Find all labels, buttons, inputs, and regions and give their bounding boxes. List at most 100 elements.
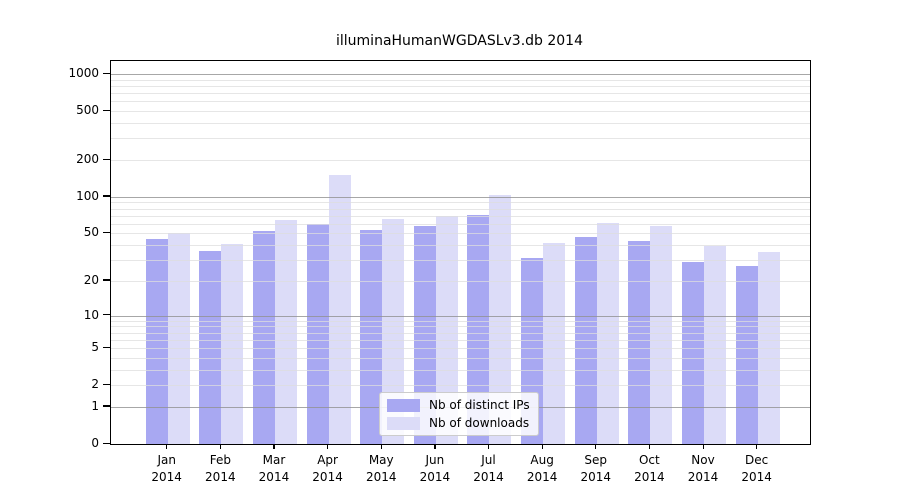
legend-item-distinct-ips: Nb of distinct IPs xyxy=(387,398,530,412)
y-tick-mark xyxy=(103,279,110,281)
bar-nov-distinct-ips xyxy=(682,261,704,444)
y-tick-mark xyxy=(103,405,110,407)
y-tick-mark xyxy=(103,109,110,111)
x-tick-mark xyxy=(327,444,329,449)
bar-jul-downloads xyxy=(489,195,512,444)
x-tick-mark xyxy=(595,444,597,449)
y-tick-mark xyxy=(103,72,110,74)
x-tick-mark xyxy=(273,444,275,449)
bar-feb-downloads xyxy=(221,243,244,444)
y-tick-mark xyxy=(103,346,110,348)
y-tick-label: 5 xyxy=(91,340,99,355)
bar-aug-downloads xyxy=(543,242,566,444)
y-tick-label: 200 xyxy=(76,152,99,167)
minor-gridline xyxy=(111,348,810,350)
bar-jan-distinct-ips xyxy=(145,238,168,444)
x-tick-mark xyxy=(434,444,436,449)
bar-apr-distinct-ips xyxy=(306,223,329,444)
major-gridline xyxy=(111,315,810,317)
minor-gridline xyxy=(111,260,810,262)
x-tick-label-mar: Mar 2014 xyxy=(258,453,290,484)
minor-gridline xyxy=(111,202,810,204)
minor-gridline xyxy=(111,385,810,387)
y-tick-mark xyxy=(103,231,110,234)
bar-jun-distinct-ips xyxy=(413,225,436,444)
minor-gridline xyxy=(111,215,810,217)
x-tick-mark xyxy=(702,444,704,449)
minor-gridline xyxy=(111,369,810,371)
minor-gridline xyxy=(111,85,810,87)
bar-dec-downloads xyxy=(757,252,780,444)
y-tick-label: 50 xyxy=(83,225,99,240)
x-tick-mark xyxy=(541,444,543,449)
x-tick-label-aug: Aug 2014 xyxy=(526,453,558,484)
x-tick-mark xyxy=(487,444,490,449)
downloads-swatch xyxy=(387,416,420,430)
bar-mar-distinct-ips xyxy=(252,231,275,444)
minor-gridline xyxy=(111,233,810,235)
x-tick-mark xyxy=(219,444,222,449)
minor-gridline xyxy=(111,320,810,322)
legend-label-downloads: Nb of downloads xyxy=(429,416,530,430)
y-tick-label: 1 xyxy=(91,398,99,413)
minor-gridline xyxy=(111,280,810,282)
bar-mar-downloads xyxy=(274,220,297,444)
minor-gridline xyxy=(111,339,810,341)
minor-gridline xyxy=(111,111,810,113)
major-gridline xyxy=(111,74,810,76)
x-tick-label-may: May 2014 xyxy=(365,453,397,484)
y-tick-label: 10 xyxy=(83,307,99,322)
bar-jul-distinct-ips xyxy=(467,214,490,444)
x-tick-mark xyxy=(756,444,758,449)
bar-oct-distinct-ips xyxy=(628,241,651,444)
minor-gridline xyxy=(111,223,810,225)
minor-gridline xyxy=(111,332,810,334)
bar-apr-downloads xyxy=(328,175,351,444)
y-tick-label: 2 xyxy=(91,377,99,392)
chart-title: illuminaHumanWGDASLv3.db 2014 xyxy=(336,33,583,49)
minor-gridline xyxy=(111,101,810,103)
x-tick-label-oct: Oct 2014 xyxy=(634,453,665,484)
x-tick-label-jan: Jan 2014 xyxy=(151,453,182,484)
minor-gridline xyxy=(111,123,810,125)
y-tick-mark xyxy=(103,195,110,197)
minor-gridline xyxy=(111,357,810,359)
y-tick-mark xyxy=(103,158,110,160)
bar-dec-distinct-ips xyxy=(735,265,758,444)
y-tick-mark xyxy=(103,442,110,444)
legend: Nb of distinct IPs Nb of downloads xyxy=(379,392,539,436)
bar-nov-downloads xyxy=(704,246,726,444)
y-tick-mark xyxy=(103,314,110,316)
bar-may-distinct-ips xyxy=(360,230,383,444)
minor-gridline xyxy=(111,208,810,210)
minor-gridline xyxy=(111,79,810,81)
minor-gridline xyxy=(111,245,810,247)
minor-gridline xyxy=(111,93,810,95)
x-tick-mark xyxy=(648,444,651,449)
y-tick-label: 0 xyxy=(91,436,99,450)
y-tick-label: 100 xyxy=(76,188,99,203)
y-tick-label: 20 xyxy=(83,272,99,287)
x-tick-label-dec: Dec 2014 xyxy=(741,453,772,484)
bar-jun-downloads xyxy=(435,215,458,444)
x-tick-mark xyxy=(380,444,382,449)
x-tick-mark xyxy=(166,444,168,449)
y-tick-label: 500 xyxy=(76,103,99,118)
x-tick-label-apr: Apr 2014 xyxy=(312,453,343,484)
x-tick-label-jul: Jul 2014 xyxy=(473,453,504,484)
plot-area xyxy=(110,60,811,445)
y-tick-mark xyxy=(103,383,110,385)
bar-feb-distinct-ips xyxy=(199,250,222,444)
distinct-ips-swatch xyxy=(387,398,420,412)
major-gridline xyxy=(111,196,810,198)
x-tick-label-nov: Nov 2014 xyxy=(687,453,719,484)
minor-gridline xyxy=(111,326,810,328)
bar-jan-downloads xyxy=(167,233,190,444)
y-tick-label: 1000 xyxy=(68,66,99,81)
minor-gridline xyxy=(111,138,810,140)
legend-item-downloads: Nb of downloads xyxy=(387,416,530,430)
bar-may-downloads xyxy=(382,218,405,444)
minor-gridline xyxy=(111,160,810,162)
x-tick-label-jun: Jun 2014 xyxy=(419,453,451,484)
